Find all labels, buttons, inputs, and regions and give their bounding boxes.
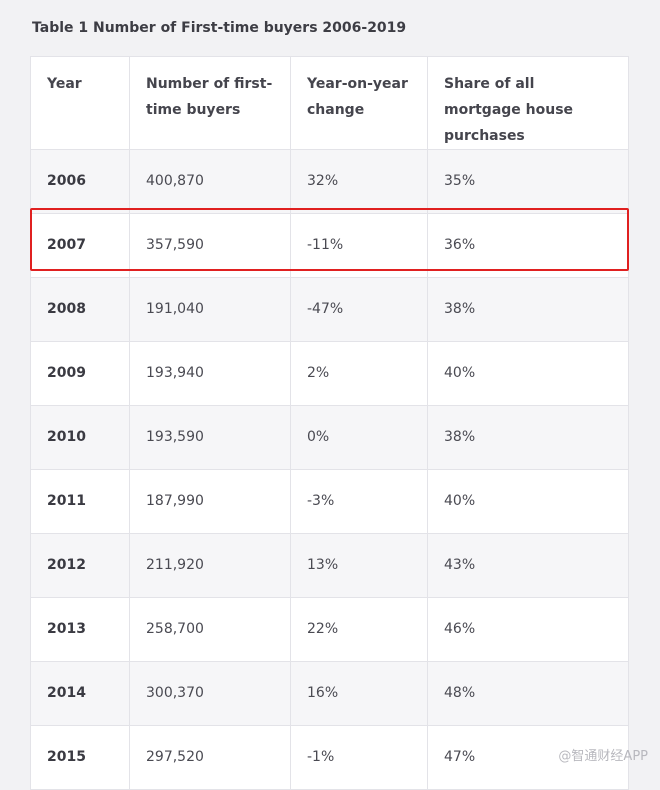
cell-mortgage-share: 35% bbox=[427, 149, 629, 214]
cell-yoy-change: -11% bbox=[290, 213, 428, 278]
cell-yoy-change: -47% bbox=[290, 277, 428, 342]
table-body: 2006 400,870 32% 35% 2007 357,590 -11% 36% 2008 1… bbox=[30, 149, 629, 790]
table-row: 2007 357,590 -11% 36% bbox=[30, 213, 629, 278]
table-row: 2009 193,940 2% 40% bbox=[30, 341, 629, 406]
table-row: 2013 258,700 22% 46% bbox=[30, 597, 629, 662]
cell-mortgage-share: 36% bbox=[427, 213, 629, 278]
cell-buyers: 211,920 bbox=[129, 533, 291, 598]
table-row: 2014 300,370 16% 48% bbox=[30, 661, 629, 726]
table-title: Table 1 Number of First-time buyers 2006… bbox=[32, 20, 407, 36]
cell-buyers: 297,520 bbox=[129, 725, 291, 790]
cell-buyers: 300,370 bbox=[129, 661, 291, 726]
data-table-container: Year Number of first-time buyers Year-on… bbox=[30, 56, 629, 790]
header-year: Year bbox=[30, 56, 130, 150]
cell-buyers: 258,700 bbox=[129, 597, 291, 662]
cell-year: 2009 bbox=[30, 341, 130, 406]
cell-yoy-change: 13% bbox=[290, 533, 428, 598]
cell-yoy-change: -3% bbox=[290, 469, 428, 534]
watermark: @智通财经APP bbox=[558, 749, 648, 764]
table-row: 2008 191,040 -47% 38% bbox=[30, 277, 629, 342]
cell-mortgage-share: 43% bbox=[427, 533, 629, 598]
cell-buyers: 193,590 bbox=[129, 405, 291, 470]
cell-mortgage-share: 38% bbox=[427, 277, 629, 342]
cell-yoy-change: 2% bbox=[290, 341, 428, 406]
cell-year: 2007 bbox=[30, 213, 130, 278]
table-row: 2011 187,990 -3% 40% bbox=[30, 469, 629, 534]
cell-yoy-change: 32% bbox=[290, 149, 428, 214]
cell-year: 2008 bbox=[30, 277, 130, 342]
cell-yoy-change: 16% bbox=[290, 661, 428, 726]
table-row: 2010 193,590 0% 38% bbox=[30, 405, 629, 470]
cell-mortgage-share: 40% bbox=[427, 469, 629, 534]
table-header-row: Year Number of first-time buyers Year-on… bbox=[30, 56, 629, 150]
cell-buyers: 357,590 bbox=[129, 213, 291, 278]
header-number-of-buyers: Number of first-time buyers bbox=[129, 56, 291, 150]
header-yoy-change: Year-on-year change bbox=[290, 56, 428, 150]
cell-buyers: 193,940 bbox=[129, 341, 291, 406]
cell-year: 2012 bbox=[30, 533, 130, 598]
cell-yoy-change: 22% bbox=[290, 597, 428, 662]
table-row: 2015 297,520 -1% 47% bbox=[30, 725, 629, 790]
table-row: 2006 400,870 32% 35% bbox=[30, 149, 629, 214]
cell-buyers: 191,040 bbox=[129, 277, 291, 342]
cell-mortgage-share: 46% bbox=[427, 597, 629, 662]
cell-mortgage-share: 40% bbox=[427, 341, 629, 406]
cell-yoy-change: 0% bbox=[290, 405, 428, 470]
cell-year: 2011 bbox=[30, 469, 130, 534]
cell-year: 2006 bbox=[30, 149, 130, 214]
cell-year: 2014 bbox=[30, 661, 130, 726]
cell-buyers: 187,990 bbox=[129, 469, 291, 534]
cell-yoy-change: -1% bbox=[290, 725, 428, 790]
table-row: 2012 211,920 13% 43% bbox=[30, 533, 629, 598]
first-time-buyers-table: Year Number of first-time buyers Year-on… bbox=[30, 56, 629, 790]
cell-year: 2010 bbox=[30, 405, 130, 470]
cell-mortgage-share: 38% bbox=[427, 405, 629, 470]
header-mortgage-share: Share of all mortgage house purchases bbox=[427, 56, 629, 150]
cell-year: 2013 bbox=[30, 597, 130, 662]
cell-year: 2015 bbox=[30, 725, 130, 790]
cell-mortgage-share: 48% bbox=[427, 661, 629, 726]
cell-buyers: 400,870 bbox=[129, 149, 291, 214]
